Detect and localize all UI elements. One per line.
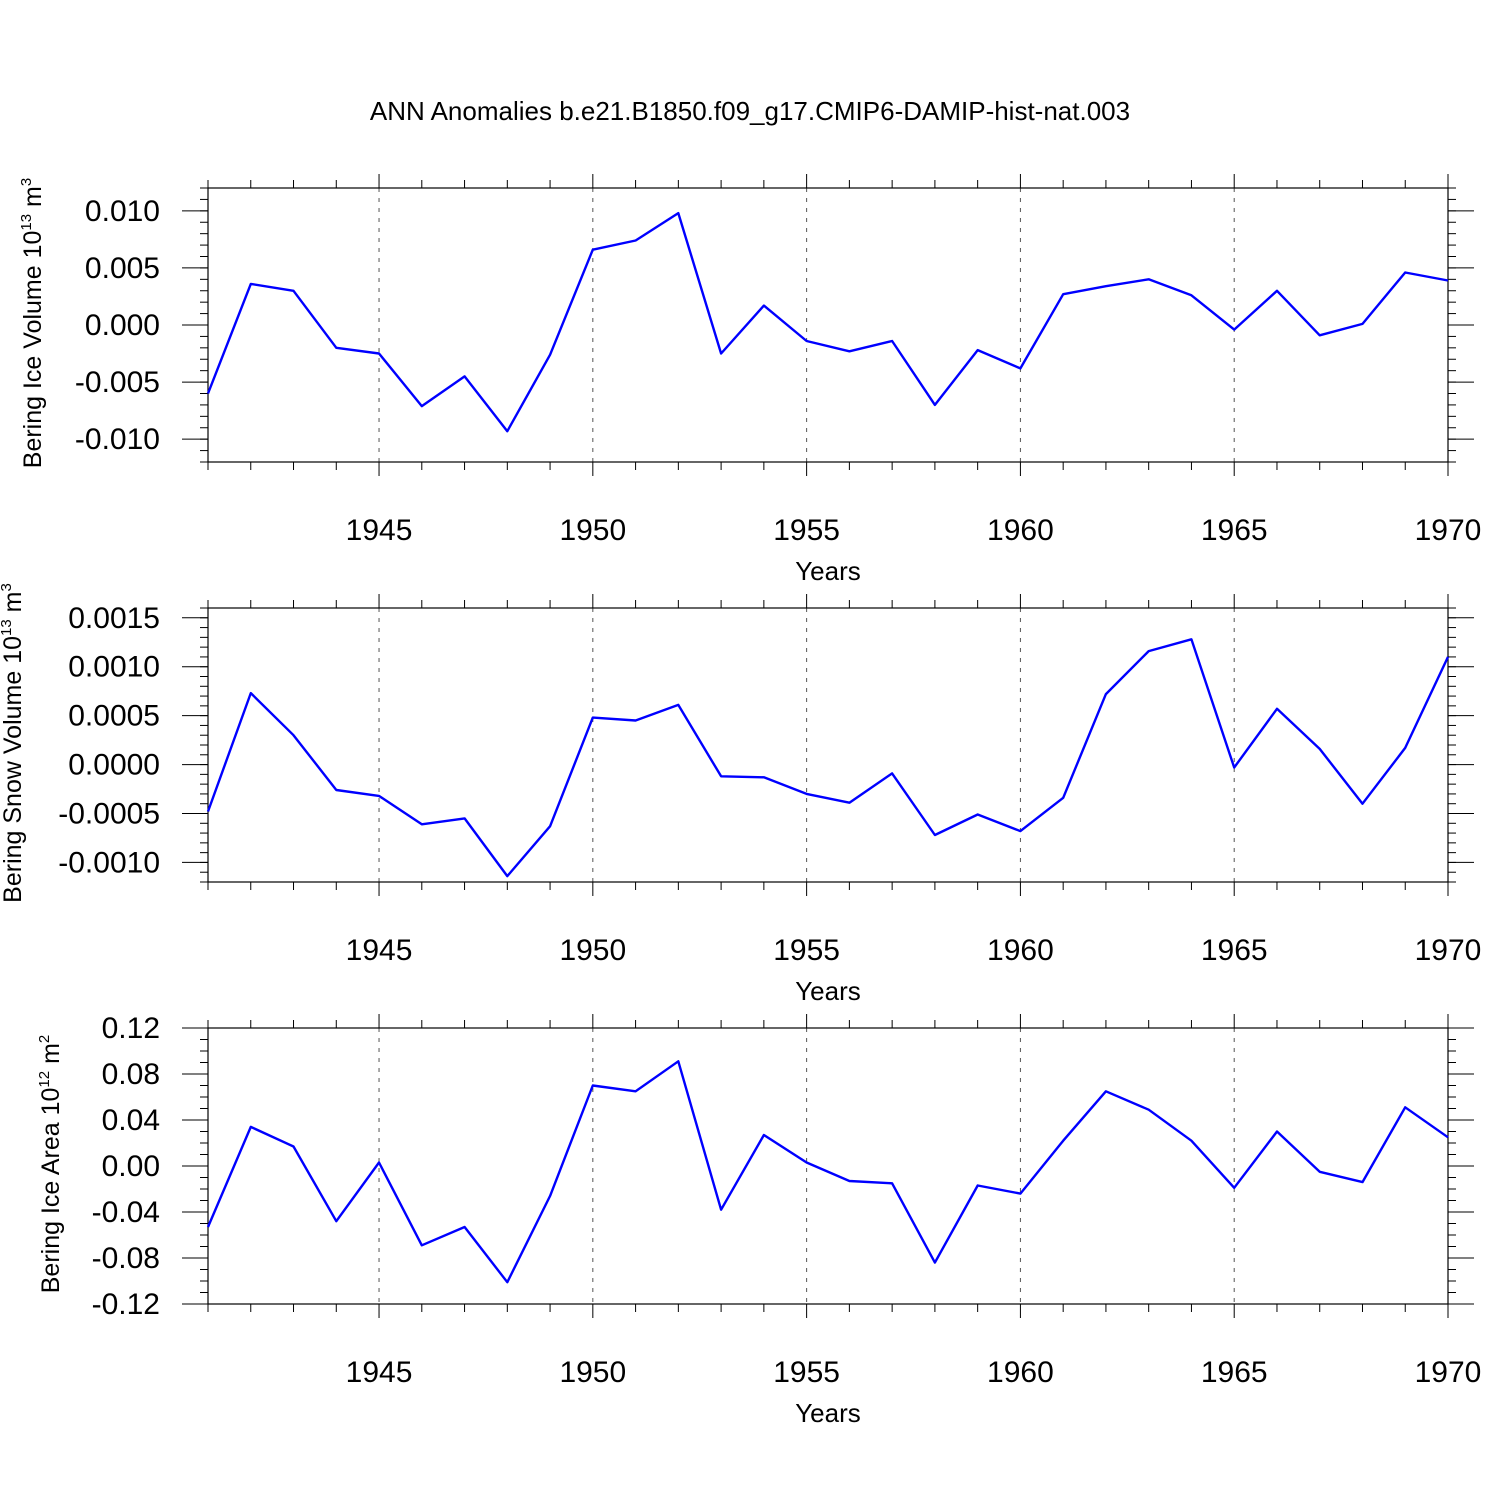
y-tick-label: 0.005 [85,252,160,285]
x-tick-label: 1965 [1201,514,1268,547]
x-tick-label: 1945 [346,1356,413,1389]
panel-ice-volume: -0.010 -0.005 0.000 0.005 0.010 1945 1950 1955 1… [18,174,1481,586]
series-line-ice-area [206,1060,1449,1284]
y-tick-label: 0.04 [102,1104,160,1137]
x-tick-label: 1970 [1415,934,1482,967]
x-tick-label: 1960 [987,1356,1054,1389]
x-tick-label: 1960 [987,934,1054,967]
x-tick-label: 1950 [559,1356,626,1389]
y-axis-label: Bering Ice Volume 1013 m3 [18,178,47,468]
series-line-snow-volume [206,638,1450,878]
y-tick-label: 0.0010 [68,651,160,684]
x-tick-label: 1950 [559,934,626,967]
y-tick-label: 0.00 [102,1150,160,1183]
y-tick-label: -0.04 [92,1196,160,1229]
y-axis-label: Bering Ice Area 1012 m2 [36,1035,65,1294]
y-tick-label: 0.12 [102,1012,160,1045]
figure-title: ANN Anomalies b.e21.B1850.f09_g17.CMIP6-… [369,96,1131,126]
panel-ice-area: -0.12 -0.08 -0.04 0.00 0.04 0.08 0.12 1945 1950 1… [36,1012,1481,1428]
series-line-ice-volume [206,211,1449,433]
y-tick-label: -0.12 [92,1288,160,1321]
x-tick-label: 1965 [1201,934,1268,967]
x-tick-label: 1950 [559,514,626,547]
y-axis-label: Bering Snow Volume 1013 m3 [0,583,27,903]
plot-frame [207,607,1449,883]
plot-frame [207,1027,1449,1305]
x-tick-label: 1945 [346,934,413,967]
y-tick-label: -0.08 [92,1242,160,1275]
x-axis-label: Years [795,976,861,1006]
y-tick-label: 0.010 [85,195,160,228]
y-tick-label: 0.000 [85,309,160,342]
x-tick-label: 1945 [346,514,413,547]
x-axis-label: Years [795,1398,861,1428]
y-tick-label: -0.010 [75,423,160,456]
x-tick-label: 1955 [773,514,840,547]
x-tick-label: 1955 [773,934,840,967]
x-axis-label: Years [795,556,861,586]
x-tick-label: 1960 [987,514,1054,547]
x-tick-label: 1970 [1415,1356,1482,1389]
x-tick-label: 1970 [1415,514,1482,547]
y-tick-label: -0.005 [75,366,160,399]
y-tick-label: -0.0010 [58,846,160,879]
y-tick-label: 0.0000 [68,749,160,782]
x-tick-label: 1965 [1201,1356,1268,1389]
y-tick-label: 0.0015 [68,602,160,635]
y-tick-label: 0.08 [102,1058,160,1091]
panel-snow-volume: -0.0010 -0.0005 0.0000 0.0005 0.0010 0.0015 19… [0,583,1481,1006]
y-tick-label: 0.0005 [68,700,160,733]
plot-frame [207,187,1449,463]
y-tick-label: -0.0005 [58,798,160,831]
x-tick-label: 1955 [773,1356,840,1389]
